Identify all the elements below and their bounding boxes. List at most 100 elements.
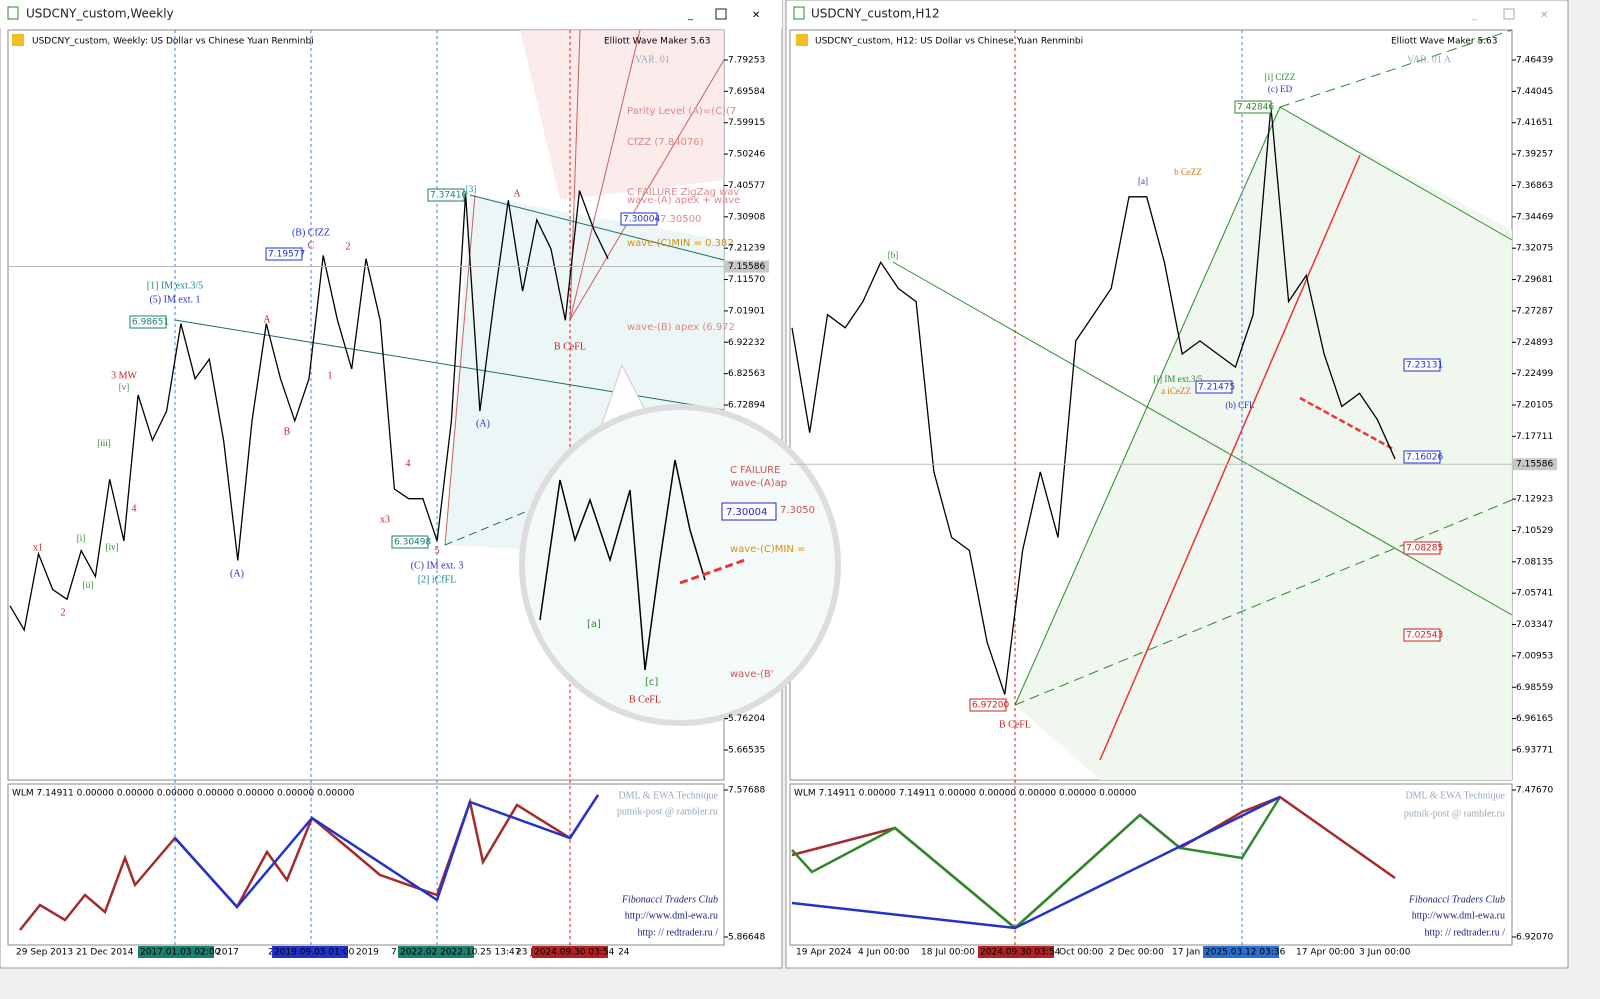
y-tick-label: 6.98559 bbox=[1516, 683, 1553, 693]
time-marker: 2025.03.12 03:36 bbox=[1205, 948, 1286, 958]
time-marker: 2017.01.03 02:00 bbox=[140, 948, 221, 958]
app-icon bbox=[793, 6, 805, 20]
level-note: wave (C)MIN = 0.382 bbox=[627, 238, 734, 249]
y-tick-label: 7.30908 bbox=[728, 212, 765, 222]
magnifier-text: wave-(C)MIN = bbox=[730, 544, 805, 555]
magnifier-text: [a] bbox=[587, 619, 601, 630]
annotations: [i] CfZZ (c) ED [b] [a] b CeZZ [i] IM ex… bbox=[888, 72, 1296, 730]
wave-label: 3 MW bbox=[111, 370, 137, 381]
magnified-price bbox=[539, 459, 706, 671]
level-box bbox=[620, 212, 658, 226]
close-button[interactable]: ✕ bbox=[1540, 10, 1548, 21]
y-tick-label: 7.46439 bbox=[1516, 56, 1553, 66]
time-marker-box bbox=[398, 946, 474, 958]
credit-link[interactable]: http://www.dml-ewa.ru bbox=[625, 910, 718, 921]
indicator-lines bbox=[19, 794, 1396, 931]
y-tick-label: 7.44045 bbox=[1516, 87, 1553, 97]
level-box bbox=[1195, 380, 1233, 394]
indicator-label: WLM 7.14911 0.00000 7.14911 0.00000 0.00… bbox=[794, 789, 1137, 799]
level-box-label: 7.08285 bbox=[1406, 544, 1443, 554]
time-marker: 2024.09.30 03:54 bbox=[534, 948, 615, 958]
indicator-area bbox=[789, 783, 1513, 946]
wave-label: (b) CFL bbox=[1225, 400, 1254, 410]
x-tick-label: 2019 bbox=[356, 948, 379, 958]
wave-label: B CeFL bbox=[554, 341, 586, 352]
y-tick-label: 7.59915 bbox=[728, 118, 765, 128]
wave-label: 1 bbox=[328, 370, 333, 381]
y-tick-label: 7.05741 bbox=[1516, 589, 1553, 599]
y-tick-label: 7.50246 bbox=[728, 150, 765, 160]
level-box-label: 7.02543 bbox=[1406, 631, 1443, 641]
level-box-label: 6.98651 bbox=[132, 318, 169, 328]
chart-title: USDCNY_custom, H12: US Dollar vs Chinese… bbox=[815, 37, 1083, 47]
magnifier-text: wave-(A)ap bbox=[730, 478, 787, 489]
fib-fan-zone bbox=[520, 30, 724, 200]
current-price-label: 7.15586 bbox=[1516, 460, 1553, 470]
x-tick-label: 18 Jul 00:00 bbox=[921, 948, 975, 958]
magnifier-text: wave-(B' bbox=[730, 669, 774, 680]
wave-label: (c) ED bbox=[1268, 84, 1293, 94]
level-box bbox=[1403, 628, 1441, 642]
credit-link[interactable]: http: // redtrader.ru / bbox=[1424, 927, 1505, 938]
y-tick-label: 5.86648 bbox=[728, 933, 765, 943]
trend-line bbox=[1299, 396, 1396, 452]
window-title: USDCNY_custom,Weekly bbox=[26, 7, 174, 21]
wave-label: x1 bbox=[33, 542, 43, 553]
wave-label: 5 bbox=[435, 545, 440, 556]
y-tick-label: 7.03347 bbox=[1516, 620, 1553, 630]
y-tick-label: 6.82563 bbox=[728, 369, 765, 379]
close-button[interactable]: ✕ bbox=[752, 10, 760, 21]
credits: DML & EWA Technique putnik-post @ ramble… bbox=[1404, 790, 1506, 938]
minimize-button[interactable]: _ bbox=[1471, 10, 1478, 21]
wave-label: [iv] bbox=[106, 542, 119, 552]
y-tick-label: 7.10529 bbox=[1516, 526, 1553, 536]
maximize-button[interactable] bbox=[715, 8, 727, 20]
credit-link[interactable]: http://www.dml-ewa.ru bbox=[1412, 910, 1505, 921]
minimize-button[interactable]: _ bbox=[687, 10, 694, 21]
magnifier: C FAILURE wave-(A)ap 7.30004 7.3050 wave… bbox=[519, 363, 841, 726]
y-tick-label: 6.92232 bbox=[728, 338, 765, 348]
level-box bbox=[391, 535, 429, 549]
wave-label: [iii] bbox=[97, 438, 111, 448]
wave-label: (A) bbox=[476, 418, 490, 429]
wave-label: a iCeZZ bbox=[1161, 386, 1191, 396]
time-marker-box bbox=[272, 946, 348, 958]
x-tick-label: 4 Jun 00:00 bbox=[858, 948, 910, 958]
wave-label: (C) IM ext. 3 bbox=[411, 560, 464, 571]
y-tick-label: 7.21239 bbox=[728, 244, 765, 254]
x-tick-label: 19 Apr 2024 bbox=[796, 948, 852, 958]
y-tick-label: 7.40577 bbox=[728, 181, 765, 191]
credit: putnik-post @ rambler.ru bbox=[617, 806, 718, 817]
maximize-button[interactable] bbox=[1503, 8, 1515, 20]
wave-label: [b] bbox=[888, 250, 899, 260]
level-box-label: 7.21475 bbox=[1198, 383, 1235, 393]
y-tick-label: 7.20105 bbox=[1516, 401, 1553, 411]
wave-label: [i] CfZZ bbox=[1265, 72, 1296, 82]
magnifier-text: [c] bbox=[645, 677, 658, 688]
y-tick-label: 7.32075 bbox=[1516, 244, 1553, 254]
level-box-label: 7.19577 bbox=[268, 250, 305, 260]
variant: VAR. 01 bbox=[635, 54, 670, 65]
wave-label: [3] bbox=[466, 184, 477, 194]
level-box-label: 7.16026 bbox=[1406, 453, 1443, 463]
y-tick-label: 6.72894 bbox=[728, 401, 765, 411]
wave-label: C bbox=[308, 240, 315, 251]
y-tick-label: 5.76204 bbox=[728, 714, 765, 724]
credit: putnik-post @ rambler.ru bbox=[1404, 808, 1505, 819]
y-tick-label: 7.69584 bbox=[728, 87, 765, 97]
x-tick-label: Oct 00:00 bbox=[1059, 948, 1104, 958]
credit-link[interactable]: http: // redtrader.ru / bbox=[637, 927, 718, 938]
price-line bbox=[9, 190, 609, 632]
level-boxes: 7.37410 7.19577 6.98651 6.30498 7.30004 bbox=[129, 188, 660, 549]
tool-name: Elliott Wave Maker 5.63 bbox=[604, 37, 710, 47]
y-tick-label: 7.01901 bbox=[728, 306, 765, 316]
credit: Fibonacci Traders Club bbox=[621, 894, 718, 905]
wave-label: [i] IM ext.3/5 bbox=[1154, 374, 1203, 384]
magnifier-text: 7.30004 bbox=[726, 507, 767, 518]
wave-label: A bbox=[263, 314, 271, 325]
y-tick-label: 5.66535 bbox=[728, 746, 765, 756]
level-box bbox=[1403, 358, 1441, 372]
y-tick-label: 6.92070 bbox=[1516, 933, 1553, 943]
y-tick-label: 7.00953 bbox=[1516, 651, 1553, 661]
